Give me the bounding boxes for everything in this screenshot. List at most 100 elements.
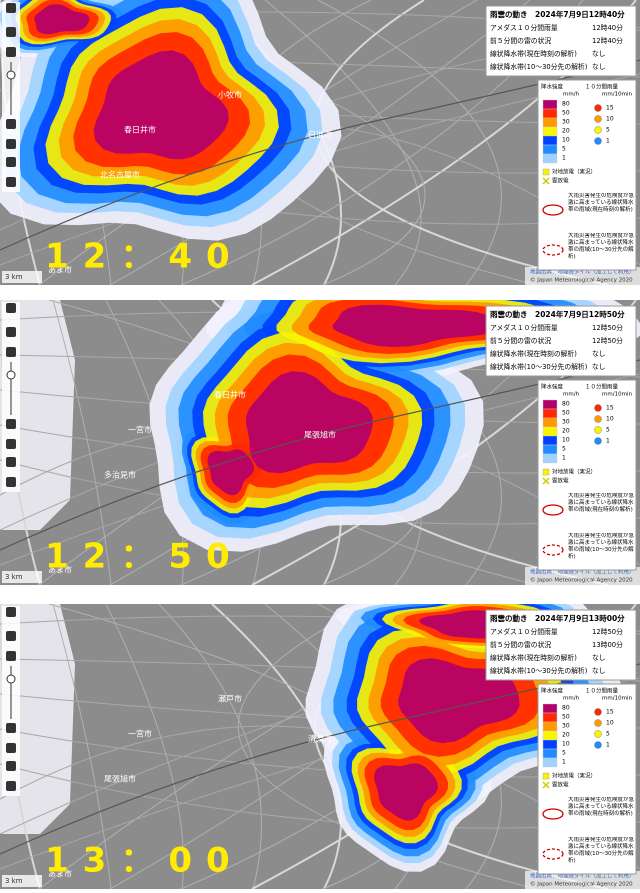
band-fo: 大雨災害発生の危険度が急激に高まっている線状降水帯の雨域(現在時刻の解析)	[568, 797, 634, 817]
tool-button[interactable]	[6, 651, 16, 661]
legend-swatch	[542, 748, 558, 759]
legend-swatch	[542, 126, 558, 137]
band-fo: 大雨災害発生の危険度が急激に高まっている線状降水帯の雨域(10～30分先の解析)	[568, 233, 634, 260]
legend-swatch	[542, 417, 558, 428]
legend-swatch	[542, 712, 558, 723]
legend-swatch	[542, 444, 558, 455]
tool-button[interactable]	[6, 631, 16, 641]
legend-label: 雲放電	[552, 477, 569, 485]
ground-icon	[542, 468, 550, 476]
legend-swatch	[542, 99, 558, 110]
band-icon	[542, 848, 564, 860]
legend-unit: mm/10min	[602, 696, 632, 702]
legend-label: 15	[606, 105, 614, 112]
rain-area	[332, 304, 498, 348]
tool-button[interactable]	[6, 347, 16, 357]
place-label: 日進市	[308, 130, 332, 140]
info-row-label: 線状降水帯(10～30分先の解析)	[490, 62, 588, 71]
attribution: 地図出典：地理院タイル（加工して利用）	[530, 872, 634, 880]
band-fo: 大雨災害発生の危険度が急激に高まっている線状降水帯の雨域(現在時刻の解析)	[568, 493, 634, 513]
legend-label: 30	[562, 119, 570, 126]
legend-swatch	[542, 108, 558, 119]
info-row-label: 線状降水帯(現在時刻の解析)	[490, 349, 577, 358]
tool-button[interactable]	[6, 157, 16, 167]
place-label: 春日井市	[124, 125, 156, 135]
legend-dot	[594, 104, 602, 112]
legend-label: 1	[562, 455, 566, 462]
cloud-icon	[542, 177, 550, 185]
road	[158, 604, 262, 889]
legend-swatch	[542, 757, 558, 768]
border	[0, 663, 640, 855]
legend-swatch	[542, 435, 558, 446]
info-row-value: 12時50分	[592, 627, 623, 636]
legend-label: 大雨災害発生の危険度が急激に高まっている線状降水帯の雨域(現在時刻の解析)	[568, 193, 634, 213]
info-title: 雨雲の動き 2024年7月9日12時50分	[490, 309, 625, 319]
legend-dot	[594, 126, 602, 134]
tool-button[interactable]	[6, 47, 16, 57]
info-row-label: 前５分間の雷の状況	[490, 640, 551, 649]
legend-swatch	[542, 721, 558, 732]
legend-label: 30	[562, 419, 570, 426]
tool-button[interactable]	[6, 419, 16, 429]
tool-button[interactable]	[6, 119, 16, 129]
tool-button[interactable]	[6, 761, 16, 771]
legend-label: 50	[562, 110, 570, 117]
legend-label: 5	[606, 731, 610, 738]
rain-area	[93, 50, 229, 160]
legend-unit: mm/10min	[602, 392, 632, 398]
info-box	[485, 609, 637, 681]
legend-label: 大雨災害発生の危険度が急激に高まっている線状降水帯の雨域(現在時刻の解析)	[568, 797, 634, 817]
zoom-handle[interactable]	[6, 370, 16, 380]
legend-label: 1	[562, 155, 566, 162]
zoom-handle[interactable]	[6, 70, 16, 80]
legend-unit: mm/10min	[602, 92, 632, 98]
cloud-icon	[542, 477, 550, 485]
tool-button[interactable]	[6, 303, 16, 313]
tool-button[interactable]	[6, 457, 16, 467]
zoom-handle[interactable]	[6, 674, 16, 684]
legend-label: 対地放電（実況）	[552, 168, 596, 176]
legend-label: 雲放電	[552, 177, 569, 185]
legend-label: 10	[562, 137, 570, 144]
legend-dot	[594, 437, 602, 445]
legend-title: 降水強度	[541, 83, 564, 91]
band-icon	[542, 244, 564, 256]
legend-label: 10	[606, 116, 614, 123]
tool-button[interactable]	[6, 439, 16, 449]
info-row-label: 線状降水帯(10～30分先の解析)	[490, 362, 588, 371]
info-row-value: なし	[592, 654, 606, 662]
info-row-label: アメダス１０分間雨量	[490, 627, 558, 636]
tool-button[interactable]	[6, 177, 16, 187]
info-row-value: 12時40分	[592, 36, 623, 45]
band-icon	[542, 204, 564, 216]
place-label: 一宮市	[128, 425, 152, 435]
place-label: 春日井市	[214, 390, 246, 400]
tool-button[interactable]	[6, 477, 16, 487]
tool-button[interactable]	[6, 723, 16, 733]
tool-button[interactable]	[6, 743, 16, 753]
info-box	[485, 305, 637, 377]
legend-swatch	[542, 730, 558, 741]
legend-dot	[594, 741, 602, 749]
tool-button[interactable]	[6, 781, 16, 791]
attribution: 地図出典：地理院タイル（加工して利用）	[530, 568, 634, 576]
legend-label: 10	[562, 437, 570, 444]
legend-swatch	[542, 426, 558, 437]
legend-label: 5	[562, 750, 566, 757]
rain-area	[246, 371, 373, 474]
info-box	[485, 5, 637, 77]
ground-icon	[542, 168, 550, 176]
legend-label: 1	[606, 742, 610, 749]
tool-button[interactable]	[6, 27, 16, 37]
tool-button[interactable]	[6, 327, 16, 337]
tool-button[interactable]	[6, 139, 16, 149]
info-row-value: なし	[592, 667, 606, 675]
tool-button[interactable]	[6, 607, 16, 617]
time-label: 12：50	[45, 537, 244, 577]
legend-label: 5	[606, 427, 610, 434]
tool-button[interactable]	[6, 3, 16, 13]
info-row-label: 線状降水帯(10～30分先の解析)	[490, 666, 588, 675]
